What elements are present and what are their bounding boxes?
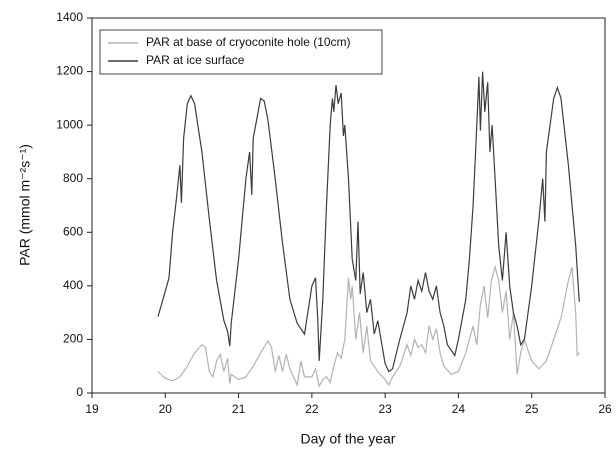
- y-tick-label: 800: [63, 171, 83, 185]
- x-tick-label: 23: [378, 402, 392, 416]
- legend-box: [99, 29, 383, 75]
- legend-label: PAR at ice surface: [146, 53, 245, 67]
- x-tick-label: 24: [452, 402, 466, 416]
- x-tick-label: 26: [598, 402, 612, 416]
- plot-frame: [91, 17, 606, 394]
- data-line: [157, 264, 580, 389]
- x-tick-label: 25: [525, 402, 539, 416]
- y-tick-label: 0: [76, 385, 83, 399]
- data-line: [157, 71, 580, 373]
- x-tick-label: 21: [232, 402, 246, 416]
- y-tick-label: 1000: [56, 117, 83, 131]
- x-tick-label: 22: [305, 402, 319, 416]
- y-tick-label: 1400: [56, 10, 83, 24]
- y-tick-label: 400: [63, 278, 83, 292]
- y-axis-label: PAR (mmol m⁻²s⁻¹): [17, 144, 33, 266]
- y-tick-label: 200: [63, 332, 83, 346]
- x-axis-label: Day of the year: [301, 431, 396, 447]
- x-tick-label: 19: [85, 402, 99, 416]
- x-tick-label: 20: [159, 402, 173, 416]
- legend-label: PAR at base of cryoconite hole (10cm): [146, 35, 351, 49]
- y-tick-label: 1200: [56, 64, 83, 78]
- y-tick-label: 600: [63, 224, 83, 238]
